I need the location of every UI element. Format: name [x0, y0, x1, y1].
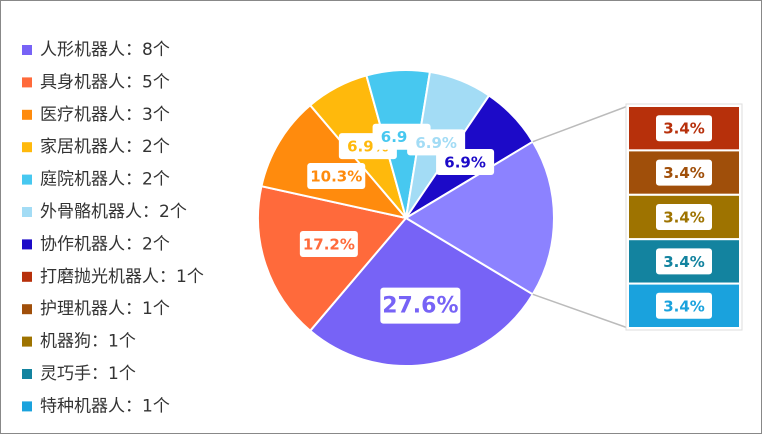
data-label: 6.9% [444, 154, 486, 172]
legend-label: 护理机器人：1个 [40, 299, 170, 319]
legend-swatch [22, 142, 32, 153]
connector [532, 105, 629, 143]
data-label: 10.3% [310, 168, 362, 186]
label-box [307, 163, 366, 190]
legend-swatch [22, 401, 32, 412]
legend-label: 庭院机器人：2个 [40, 170, 170, 190]
data-label: 6.9% [415, 134, 457, 152]
legend-label: 机器狗：1个 [40, 332, 136, 352]
legend-swatch [22, 271, 32, 282]
bar-segment [627, 193, 741, 241]
legend-label: 具身机器人：5个 [40, 72, 170, 92]
legend-swatch [22, 174, 32, 185]
legend-swatch [22, 304, 32, 315]
data-label: 3.4% [663, 209, 705, 227]
legend-label: 灵巧手：1个 [40, 364, 136, 384]
other-slice [404, 140, 555, 296]
data-label: 3.4% [663, 297, 705, 315]
label-box [436, 149, 495, 176]
label-box [656, 204, 712, 230]
legend-label: 协作机器人：2个 [40, 234, 170, 254]
legend-label: 医疗机器人：3个 [40, 105, 170, 125]
legend-swatch [22, 109, 32, 120]
legend-label: 家居机器人：2个 [40, 137, 170, 157]
label-box [656, 115, 712, 142]
pie-slice [260, 103, 409, 220]
data-label: 3.4% [663, 253, 705, 271]
label-box [656, 292, 712, 319]
legend-swatch [22, 77, 32, 88]
data-label: 27.6% [382, 294, 458, 319]
legend-swatch [22, 336, 32, 347]
data-label: 17.2% [303, 235, 355, 253]
legend-swatch [22, 239, 32, 250]
label-box [299, 230, 358, 257]
legend-swatch [22, 207, 32, 217]
legend-label: 特种机器人：1个 [40, 396, 170, 416]
legend-swatch [22, 45, 32, 55]
data-label: 3.4% [663, 120, 705, 138]
legend-label: 打磨抛光机器人：1个 [40, 267, 204, 287]
label-box [656, 248, 712, 275]
label-box [380, 287, 461, 324]
label-box [407, 129, 466, 156]
connector [532, 293, 629, 329]
legend-label: 外骨骼机器人：2个 [40, 202, 187, 222]
data-label: 3.4% [663, 164, 705, 182]
label-box [656, 159, 712, 186]
pie-slice [257, 184, 408, 333]
legend-label: 人形机器人：8个 [40, 40, 170, 60]
legend-swatch [22, 369, 32, 379]
